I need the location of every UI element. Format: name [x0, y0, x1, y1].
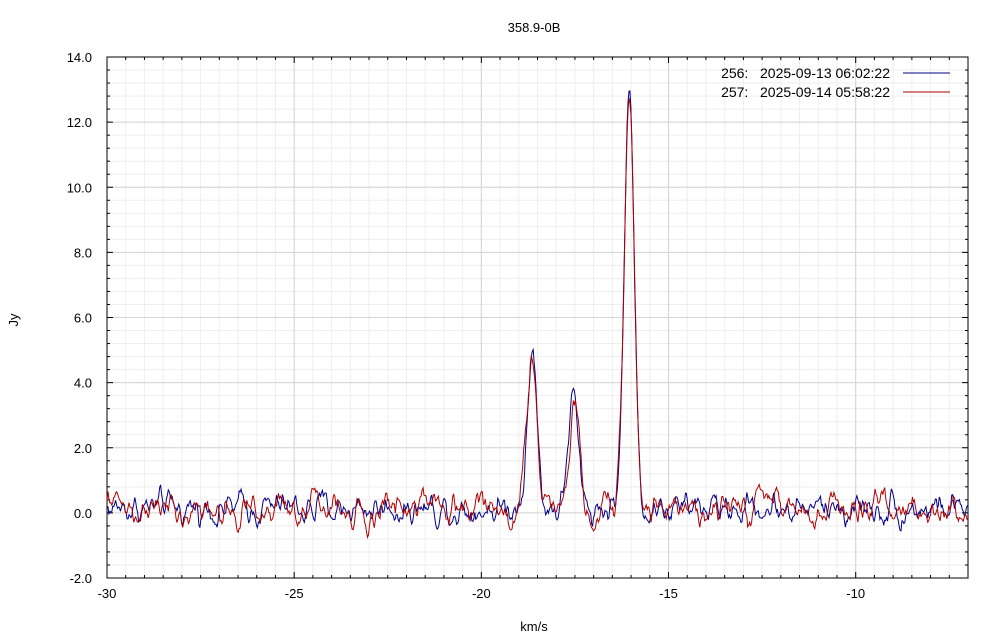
- y-tick-label: 12.0: [67, 115, 92, 130]
- y-tick-label: 10.0: [67, 180, 92, 195]
- chart-title: 358.9-0B: [508, 20, 561, 35]
- y-tick-label: 14.0: [67, 50, 92, 65]
- y-tick-label: 8.0: [74, 245, 92, 260]
- series-line-257: [106, 97, 969, 540]
- x-tick-label: -30: [98, 586, 117, 601]
- y-tick-label: 4.0: [74, 376, 92, 391]
- legend-entry-label-257: 257: 2025-09-14 05:58:22: [721, 84, 890, 100]
- x-axis-label: km/s: [520, 619, 548, 634]
- y-axis-label: Jy: [6, 313, 21, 327]
- x-tick-label: -25: [285, 586, 304, 601]
- y-tick-label: 2.0: [74, 441, 92, 456]
- axis-ticks: [106, 56, 969, 579]
- x-tick-label: -20: [472, 586, 491, 601]
- legend-entry-label-256: 256: 2025-09-13 06:02:22: [721, 65, 890, 81]
- tick-labels: -30 -25 -20 -15 -10 -2.0 0.0 2.0 4.0 6.0 8.0 10.0 12…: [67, 50, 865, 601]
- y-tick-label: 6.0: [74, 311, 92, 326]
- x-tick-label: -15: [659, 586, 678, 601]
- y-tick-label: 0.0: [74, 506, 92, 521]
- series-layer: [106, 90, 969, 540]
- x-tick-label: -10: [846, 586, 865, 601]
- y-tick-label: -2.0: [70, 571, 92, 586]
- legend: 256: 2025-09-13 06:02:22 257: 2025-09-14…: [721, 65, 950, 100]
